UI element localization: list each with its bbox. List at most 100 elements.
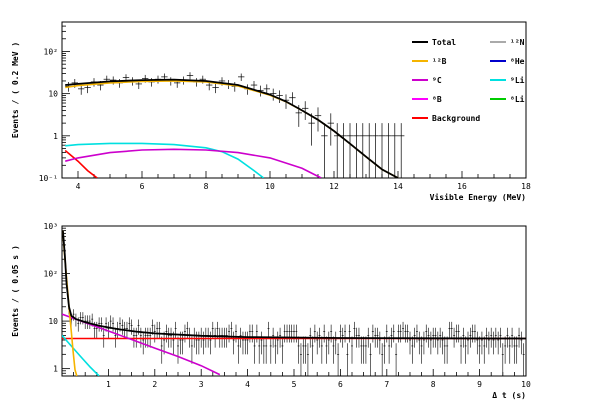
data-point [128,317,131,332]
data-point [281,336,284,364]
data-point [158,321,161,339]
data-point [246,331,249,355]
data-point [267,321,270,339]
data-point [473,324,476,343]
data-point [250,80,258,91]
legend-label: Total [432,38,456,47]
data-point [372,123,379,178]
x-tick-label: 4 [76,182,81,191]
data-point [276,90,283,104]
data-point [353,321,356,339]
data-point [241,331,244,355]
data-point [360,336,363,364]
data-point [457,324,460,343]
data-point [258,336,261,364]
x-tick-label: 8 [204,182,209,191]
data-point [501,343,504,376]
data-point [492,331,495,355]
data-point [313,324,316,343]
data-point [327,331,330,355]
data-point [471,324,474,343]
data-point [130,319,133,335]
data-point [228,324,231,343]
x-tick-label: 8 [431,380,436,389]
data-point [344,324,347,343]
x-tick-label: 6 [338,380,343,389]
data-point [295,324,298,343]
x-tick-label: 10 [265,182,275,191]
data-point [378,331,381,355]
x-tick-label: 5 [292,380,297,389]
legend-entry: ⁹C [412,76,442,85]
data-points [65,72,405,178]
legend-entry: Background [412,114,480,123]
data-point [334,331,337,355]
data-point [364,336,367,364]
data-point [302,101,309,120]
y-tick-label: 10³ [44,222,58,231]
data-point [190,336,193,364]
data-point [276,331,279,355]
data-point [397,324,400,343]
data-point [107,321,110,339]
y-axis-label: Events / ( 0.05 s ) [11,245,20,337]
data-point [455,324,458,343]
series-line-total [62,230,526,340]
data-point [422,331,425,355]
x-tick-label: 7 [384,380,389,389]
data-point [399,324,402,343]
data-point [299,343,302,376]
legend-label: ⁸He [510,57,525,66]
legend-entry: ¹²N [490,38,525,47]
series-line-total [65,78,399,178]
data-point [156,321,159,339]
data-point [351,336,353,364]
data-point [395,343,398,376]
x-tick-label: 10 [521,380,531,389]
data-point [98,317,101,332]
data-point [450,321,453,339]
data-point [316,331,319,355]
data-point [237,336,240,364]
legend-label: ⁹Li [510,75,525,85]
data-point [415,324,418,343]
x-tick-label: 14 [393,182,403,191]
series-line-li [65,142,265,178]
data-point [520,331,523,355]
data-point [480,331,483,355]
legend-entry: ⁸B [412,95,442,104]
data-point [460,336,463,364]
series-line-background [64,149,98,178]
data-point [238,73,245,81]
data-point [353,123,360,178]
data-point [321,123,328,178]
legend-label: ¹²N [510,38,525,47]
data-point [172,331,175,355]
data-point [388,336,391,364]
fit-curves [64,78,399,178]
data-point [320,336,323,364]
data-point [392,324,395,343]
data-point [88,315,91,329]
y-tick-label: 1 [53,365,58,374]
data-point [359,123,366,178]
data-point [230,321,233,339]
data-point [504,336,507,364]
data-point [255,324,258,343]
data-point [262,336,265,364]
y-tick-label: 10² [44,47,58,56]
data-point [244,331,247,355]
data-point [311,336,314,364]
data-points [63,248,525,376]
x-tick-label: 16 [457,182,467,191]
data-point [332,336,335,364]
y-tick-label: 1 [53,132,58,141]
data-point [362,336,365,364]
data-point [381,343,384,376]
data-point [443,336,446,364]
data-point [339,324,342,343]
legend-entry: ⁸He [490,57,525,66]
legend: Total ¹²N ¹²B ⁸He ⁹C ⁹Li ⁸B ⁸Li Background [412,38,525,123]
series-line-b [65,80,399,178]
